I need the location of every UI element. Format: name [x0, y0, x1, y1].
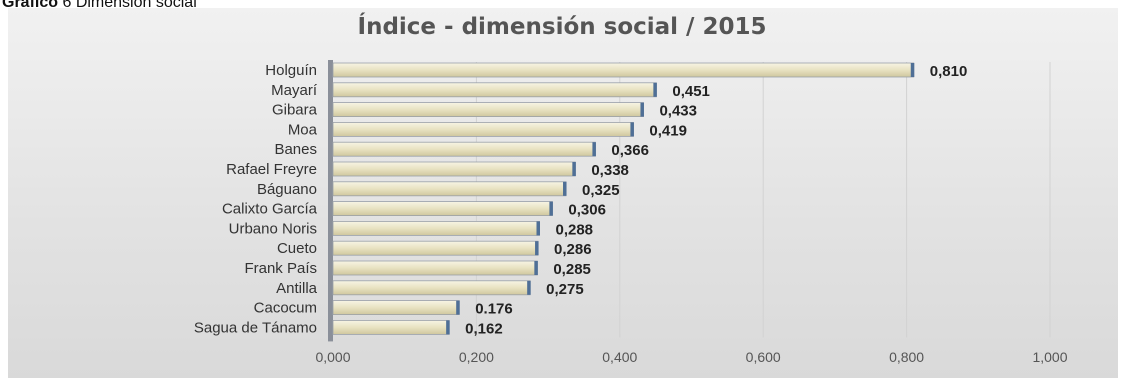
bar [332, 102, 644, 117]
value-label: 0,338 [591, 162, 629, 179]
bar [332, 141, 596, 157]
caption-prefix: Gráfico [2, 0, 59, 11]
x-tick-label: 0,800 [889, 349, 924, 365]
bar-end-cap [630, 122, 634, 137]
x-tick-label: 0,000 [315, 349, 350, 365]
chart-title: Índice - dimensión social / 2015 [357, 14, 767, 40]
category-label: Banes [274, 141, 317, 158]
caption-text: 6 Dimensión social [62, 0, 197, 11]
bar-end-cap [534, 261, 538, 275]
bar-end-cap [910, 63, 915, 77]
category-label: Frank País [244, 260, 317, 277]
bar-end-cap [527, 280, 531, 295]
figure-caption: Gráfico 6 Dimensión social [2, 0, 197, 12]
x-tick-label: 1,000 [1032, 349, 1067, 365]
value-label: 0,288 [555, 221, 593, 238]
category-label: Sagua de Tánamo [194, 319, 317, 336]
category-label: Moa [288, 121, 318, 138]
x-tick-label: 0,600 [746, 349, 781, 365]
bar [332, 260, 538, 276]
value-label: 0,325 [582, 182, 620, 199]
bar-end-cap [563, 181, 567, 196]
bar [332, 319, 450, 335]
category-label: Báguano [257, 181, 317, 198]
bar-end-cap [535, 241, 539, 256]
category-label: Gibara [272, 102, 318, 119]
bar [332, 161, 576, 177]
y-axis-line [328, 60, 333, 342]
x-tick-label: 0,200 [459, 349, 494, 365]
value-label: 0,285 [553, 261, 591, 278]
category-label: Antilla [276, 280, 318, 297]
bar-end-cap [572, 162, 576, 176]
value-label: 0,162 [465, 320, 503, 337]
bar [332, 82, 657, 98]
value-label: 0,275 [546, 281, 584, 298]
bar-end-cap [446, 320, 450, 335]
bar-end-cap [592, 142, 596, 157]
category-label: Mayarí [271, 82, 318, 99]
bar [332, 181, 567, 197]
bar-end-cap [456, 300, 460, 315]
category-label: Calixto García [222, 201, 318, 218]
bar-end-cap [549, 201, 553, 216]
value-label: 0,451 [672, 83, 710, 100]
bar [332, 201, 553, 217]
category-label: Cacocum [254, 300, 317, 317]
value-label: 0.176 [475, 301, 513, 318]
category-label: Holguín [265, 62, 317, 79]
bar [332, 62, 915, 78]
x-tick-label: 0,400 [602, 349, 637, 365]
bar [332, 300, 460, 316]
value-label: 0,286 [554, 241, 592, 258]
value-label: 0,306 [568, 202, 606, 219]
value-label: 0,419 [649, 122, 687, 139]
category-label: Cueto [277, 240, 317, 257]
bar-end-cap [640, 102, 644, 117]
category-label: Rafael Freyre [226, 161, 317, 178]
bar [332, 280, 531, 296]
category-label: Urbano Noris [229, 220, 317, 237]
bar-end-cap [653, 82, 657, 97]
value-label: 0,433 [659, 103, 697, 120]
bar [332, 240, 539, 256]
bar-end-cap [536, 221, 540, 236]
bar [332, 220, 540, 236]
value-label: 0,810 [930, 63, 968, 80]
value-label: 0,366 [611, 142, 649, 159]
bar [332, 122, 634, 137]
